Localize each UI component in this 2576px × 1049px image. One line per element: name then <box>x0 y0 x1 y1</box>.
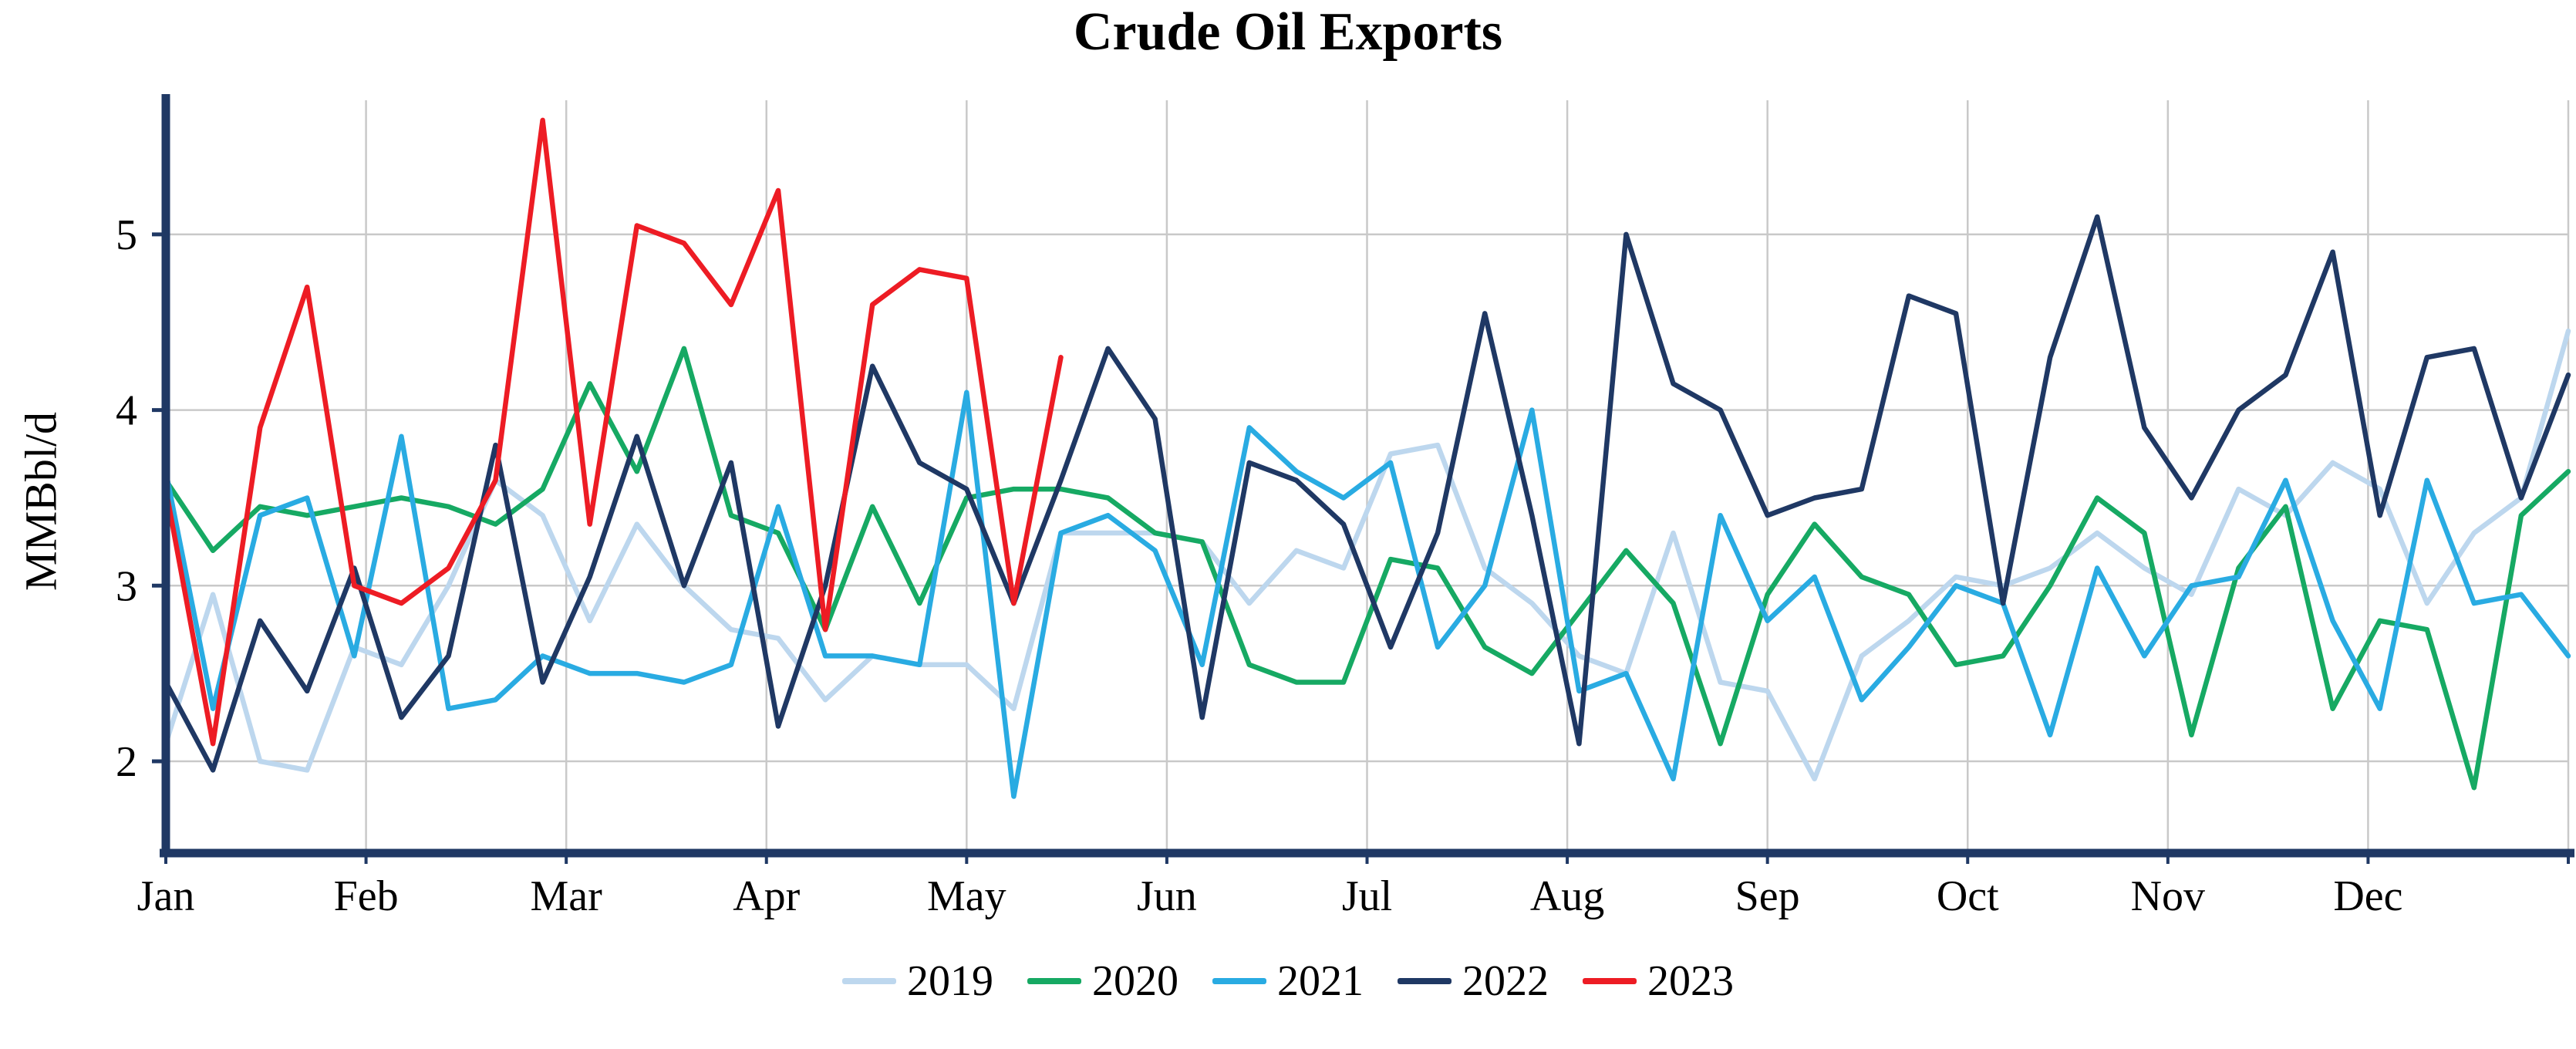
x-tick-label-Apr: Apr <box>733 872 800 920</box>
x-tick-label-Nov: Nov <box>2131 872 2205 920</box>
y-tick-label: 3 <box>116 562 137 610</box>
legend-swatch-2021 <box>1212 978 1266 984</box>
x-tick-label-Dec: Dec <box>2333 872 2402 920</box>
x-tick-label-Oct: Oct <box>1937 872 1999 920</box>
legend-item-2021: 2021 <box>1212 956 1364 1006</box>
chart-title: Crude Oil Exports <box>1073 2 1503 62</box>
x-tick-label-Feb: Feb <box>334 872 399 920</box>
legend-swatch-2022 <box>1398 978 1452 984</box>
x-tick-label-Jul: Jul <box>1342 872 1392 920</box>
y-axis-label: MMBbl/d <box>15 411 66 592</box>
x-tick-label-Jan: Jan <box>137 872 195 920</box>
legend-item-2019: 2019 <box>842 956 993 1006</box>
y-tick-label: 5 <box>116 211 137 259</box>
legend-label-2019: 2019 <box>907 957 993 1005</box>
legend: 2019 2020 2021 2022 2023 <box>0 956 2576 1006</box>
legend-label-2023: 2023 <box>1647 957 1734 1005</box>
x-tick-label-May: May <box>927 872 1006 920</box>
legend-swatch-2020 <box>1027 978 1081 984</box>
legend-swatch-2019 <box>842 978 896 984</box>
x-tick-label-Aug: Aug <box>1530 872 1604 920</box>
series-line-2021 <box>163 390 2571 799</box>
y-tick-label: 2 <box>116 738 137 786</box>
legend-item-2023: 2023 <box>1583 956 1734 1006</box>
y-tick-label: 4 <box>116 387 137 435</box>
legend-swatch-2023 <box>1583 978 1637 984</box>
legend-label-2021: 2021 <box>1277 957 1364 1005</box>
legend-label-2020: 2020 <box>1092 957 1178 1005</box>
x-tick-label-Jun: Jun <box>1137 872 1197 920</box>
legend-label-2022: 2022 <box>1462 957 1549 1005</box>
x-tick-label-Sep: Sep <box>1735 872 1800 920</box>
series-line-2020 <box>163 346 2571 791</box>
legend-item-2020: 2020 <box>1027 956 1178 1006</box>
x-tick-label-Mar: Mar <box>531 872 603 920</box>
series-line-2023 <box>163 117 1064 747</box>
series-line-2022 <box>163 214 2571 773</box>
legend-item-2022: 2022 <box>1398 956 1549 1006</box>
series-line-2019 <box>163 328 2571 782</box>
